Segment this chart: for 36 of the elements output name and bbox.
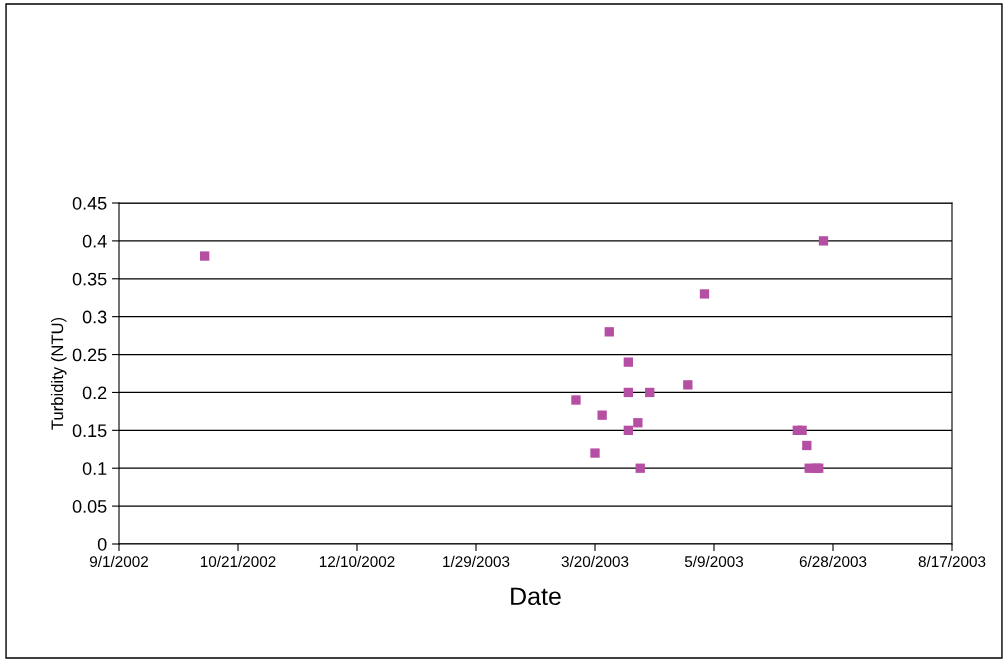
point: [604, 327, 614, 337]
point: [623, 425, 633, 435]
x-tick-label: 5/9/2003: [684, 555, 744, 568]
y-tick-label: 0.2: [82, 386, 107, 400]
x-tick-label: 9/1/2002: [89, 555, 148, 568]
point: [818, 236, 829, 246]
y-tick-label: 0.3: [82, 310, 107, 324]
x-tick-label: 10/21/2002: [200, 555, 276, 568]
x-tick-label: 8/17/2003: [918, 555, 986, 568]
point: [645, 387, 655, 398]
point: [683, 380, 693, 390]
point: [802, 440, 812, 451]
point: [623, 357, 633, 367]
y-tick-label: 0.1: [82, 462, 107, 475]
y-tick-label: 0.45: [72, 196, 107, 210]
y-tick-label: 0.25: [72, 348, 107, 362]
point: [797, 425, 807, 435]
x-tick-label: 12/10/2002: [319, 555, 395, 568]
point: [633, 418, 643, 428]
point: [699, 289, 710, 299]
y-tick-label: 0.4: [82, 234, 107, 248]
x-axis-title: Date: [511, 587, 561, 606]
x-tick-label: 6/28/2003: [799, 555, 867, 568]
point: [590, 448, 600, 458]
point: [623, 387, 633, 398]
point: [635, 463, 645, 473]
y-tick-label: 0: [97, 537, 107, 551]
y-tick-label: 0.15: [72, 424, 107, 438]
y-tick-label: 0.35: [72, 272, 107, 286]
y-axis-title: Turbidity (NTU): [50, 317, 67, 430]
point: [200, 251, 210, 261]
point: [597, 410, 607, 420]
x-tick-label: 3/20/2003: [561, 555, 629, 568]
x-tick-label: 1/29/2003: [443, 555, 510, 568]
y-tick-label: 0.05: [72, 500, 107, 513]
point: [571, 395, 581, 405]
